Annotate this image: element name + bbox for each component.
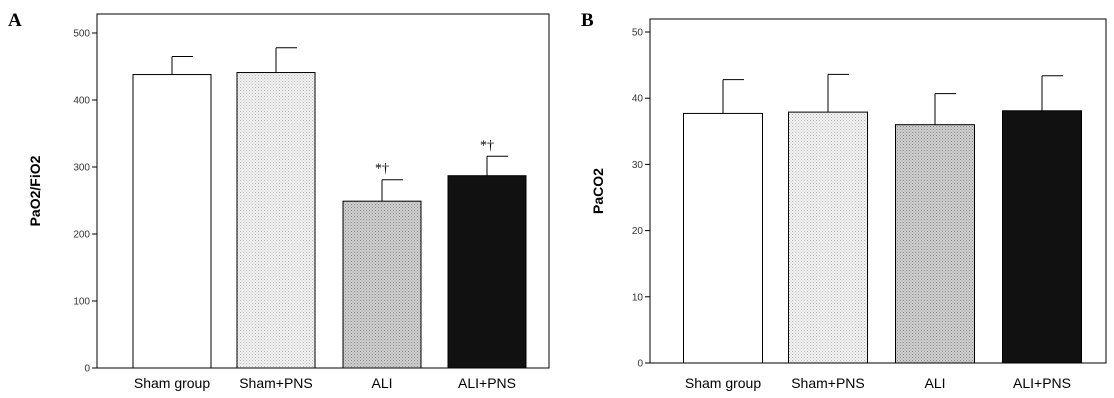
panel-a-bar bbox=[236, 72, 316, 369]
panel-a-category-label: Sham+PNS bbox=[239, 375, 313, 391]
panel-b-label: B bbox=[581, 10, 594, 31]
panel-b-y-axis: 0 10 20 30 40 50 bbox=[632, 28, 650, 370]
panel-a-y-tick-label: 400 bbox=[73, 96, 90, 107]
panel-a-significance-mark: *† bbox=[480, 138, 494, 153]
panel-a-y-tick-label: 100 bbox=[73, 297, 90, 308]
panel-a-significance-mark: *† bbox=[375, 162, 389, 177]
panel-b-y-tick-label: 30 bbox=[632, 160, 644, 171]
panel-b-y-tick-label: 50 bbox=[632, 28, 644, 39]
panel-b: B 0 10 20 30 40 50 PaCO2 Sham group Sham+PNS AL… bbox=[581, 10, 1107, 391]
panel-a-bars: *† *† bbox=[132, 47, 527, 369]
panel-a-y-tick-label: 0 bbox=[84, 364, 90, 375]
panel-b-y-tick-label: 40 bbox=[632, 94, 644, 105]
panel-a-bar bbox=[132, 74, 212, 369]
panel-a-label: A bbox=[8, 10, 22, 31]
panel-b-category-label: Sham+PNS bbox=[791, 375, 865, 391]
panel-b-y-axis-label: PaCO2 bbox=[590, 168, 606, 214]
panel-b-bar bbox=[895, 124, 975, 364]
panel-b-category-label: Sham group bbox=[685, 375, 761, 391]
panel-b-category-label: ALI bbox=[924, 375, 945, 391]
panel-b-frame bbox=[649, 18, 1107, 364]
panel-a-frame bbox=[96, 13, 550, 369]
panel-b-categories: Sham group Sham+PNS ALI ALI+PNS bbox=[685, 375, 1071, 391]
panel-a-categories: Sham group Sham+PNS ALI ALI+PNS bbox=[134, 375, 516, 391]
panel-a-category-label: Sham group bbox=[134, 375, 210, 391]
panel-a-y-tick-label: 500 bbox=[73, 29, 90, 40]
panel-a-y-tick-label: 300 bbox=[73, 163, 90, 174]
panel-a-category-label: ALI bbox=[371, 375, 392, 391]
panel-a-y-tick-label: 200 bbox=[73, 230, 90, 241]
panel-b-bar bbox=[788, 111, 868, 364]
panel-a-y-axis: 0 100 200 300 400 500 bbox=[73, 29, 97, 375]
panel-a-category-label: ALI+PNS bbox=[458, 375, 516, 391]
panel-b-bar bbox=[1002, 110, 1082, 364]
panel-a: A 0 100 200 300 400 500 PaO2/FiO2 *† *† Sham g… bbox=[8, 10, 550, 391]
panel-b-bar bbox=[683, 112, 763, 364]
panel-b-y-tick-label: 10 bbox=[632, 292, 644, 303]
panel-a-y-axis-label: PaO2/FiO2 bbox=[27, 155, 43, 226]
panel-a-bar bbox=[342, 200, 422, 369]
panel-b-bars bbox=[683, 73, 1082, 364]
panel-b-category-label: ALI+PNS bbox=[1013, 375, 1071, 391]
panel-b-y-tick-label: 0 bbox=[637, 359, 643, 370]
panel-a-bar bbox=[447, 175, 527, 369]
panel-b-y-tick-label: 20 bbox=[632, 226, 644, 237]
